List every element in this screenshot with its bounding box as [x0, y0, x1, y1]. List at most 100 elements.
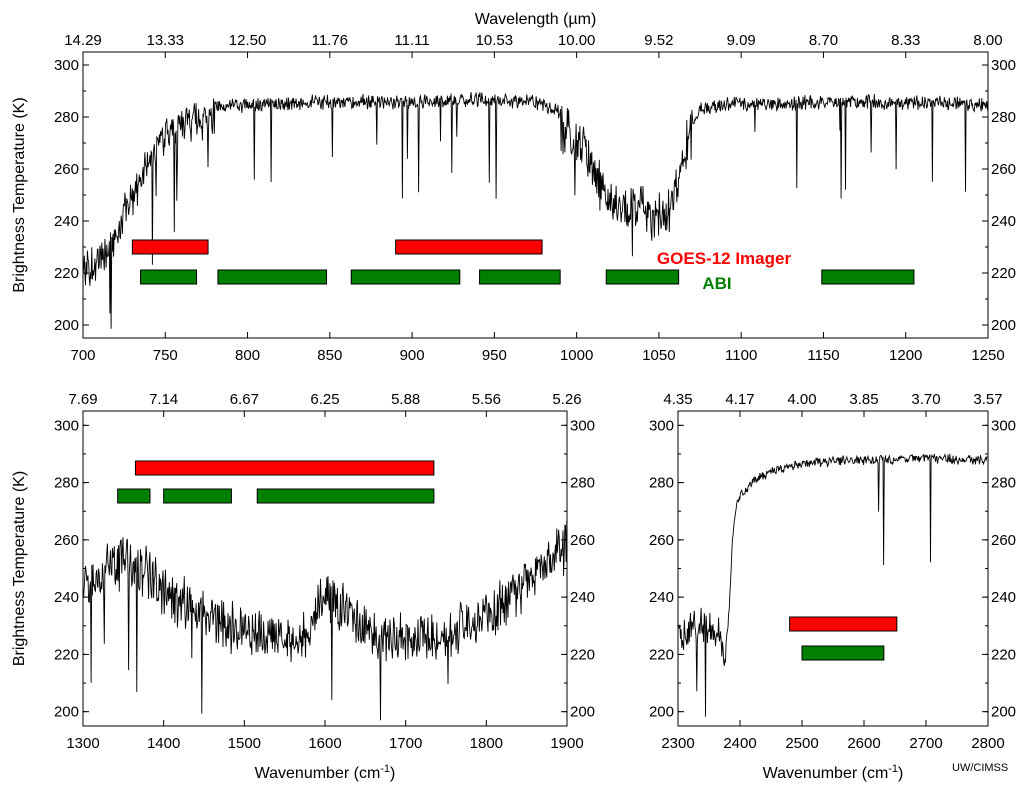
- y-tick-label: 260: [54, 532, 79, 549]
- x-tick-label: 2400: [723, 735, 756, 752]
- legend-abi-label: ABI: [702, 274, 731, 293]
- top-tick-label: 9.52: [644, 32, 673, 49]
- y-tick-label-right: 280: [991, 109, 1016, 126]
- top-tick-label: 3.85: [849, 391, 878, 408]
- x-tick-label: 2300: [661, 735, 694, 752]
- top-tick-label: 8.33: [891, 32, 920, 49]
- plot-frame: [82, 51, 989, 339]
- top-tick-label: 13.33: [146, 32, 184, 49]
- abi-band-bar: [605, 269, 680, 285]
- panel-bottom-left: 1300 1400 1500 1600 1700 1800 1900 7.69 7.14 6.67…: [11, 391, 595, 782]
- x-tick-label: 1900: [550, 735, 583, 752]
- x-tick-label: 900: [400, 347, 425, 364]
- top-tick-label: 7.69: [68, 391, 97, 408]
- y-tick-label: 280: [54, 475, 79, 492]
- panel-top: 700 750 800 850 900 950 1000 1050 1100 1150 1200 12…: [11, 11, 1016, 364]
- goes-band-bar: [134, 460, 435, 476]
- abi-band-bar: [801, 645, 885, 661]
- top-tick-label: 6.25: [310, 391, 339, 408]
- y-tick-label-right: 300: [991, 57, 1016, 74]
- y-tick-label-right: 220: [991, 265, 1016, 282]
- top-tick-label: 5.56: [472, 391, 501, 408]
- goes-band-bar: [395, 239, 543, 255]
- top-tick-label: 10.53: [476, 32, 514, 49]
- y-tick-label: 220: [54, 646, 79, 663]
- top-tick-label: 12.50: [229, 32, 267, 49]
- abi-band-bar: [140, 269, 198, 285]
- y-tick-label: 280: [649, 475, 674, 492]
- spectrum-line: [83, 92, 988, 329]
- top-tick-label: 9.09: [727, 32, 756, 49]
- y-tick-label: 240: [54, 213, 79, 230]
- y-tick-label: 220: [649, 646, 674, 663]
- abi-band-bar: [479, 269, 561, 285]
- y-tick-label-right: 280: [570, 475, 595, 492]
- x-tick-label: 700: [70, 347, 95, 364]
- legend-goes-label: GOES-12 Imager: [657, 249, 792, 268]
- x-tick-label: 850: [317, 347, 342, 364]
- x-tick-label: 1250: [971, 347, 1004, 364]
- top-tick-label: 3.57: [973, 391, 1002, 408]
- y-tick-label-right: 200: [570, 704, 595, 721]
- top-tick-label: 10.00: [558, 32, 596, 49]
- y-tick-label-right: 240: [991, 589, 1016, 606]
- top-tick-label: 11.76: [312, 32, 348, 49]
- top-tick-label: 8.00: [973, 32, 1002, 49]
- abi-band-bar: [217, 269, 328, 285]
- y-tick-label: 200: [54, 704, 79, 721]
- top-tick-label: 8.70: [809, 32, 838, 49]
- x-axis-label: Wavenumber (cm-1): [763, 763, 904, 782]
- x-tick-label: 1200: [889, 347, 922, 364]
- x-tick-label: 2700: [909, 735, 942, 752]
- y-tick-label-right: 260: [991, 161, 1016, 178]
- x-tick-label: 2800: [971, 735, 1004, 752]
- x-tick-label: 1050: [642, 347, 675, 364]
- goes-band-bar: [789, 616, 898, 632]
- x-tick-label: 950: [482, 347, 507, 364]
- abi-band-bar: [821, 269, 915, 285]
- spectrum-line: [83, 520, 567, 721]
- x-axis-label: Wavenumber (cm-1): [255, 763, 396, 782]
- y-tick-label: 200: [649, 704, 674, 721]
- y-tick-label-right: 220: [570, 646, 595, 663]
- x-tick-label: 2600: [847, 735, 880, 752]
- credit-label: UW/CIMSS: [952, 762, 1009, 774]
- y-tick-label-right: 220: [991, 646, 1016, 663]
- goes-band-bar: [131, 239, 209, 255]
- y-tick-label: 300: [54, 57, 79, 74]
- x-tick-label: 1150: [807, 347, 839, 364]
- y-tick-label: 300: [649, 417, 674, 434]
- x-tick-label: 1400: [147, 735, 180, 752]
- y-tick-label: 260: [54, 161, 79, 178]
- abi-band-bar: [163, 488, 232, 504]
- top-tick-label: 5.88: [391, 391, 420, 408]
- top-tick-label: 5.26: [552, 391, 581, 408]
- x-tick-label: 1300: [66, 735, 99, 752]
- x-tick-label: 1000: [560, 347, 593, 364]
- y-tick-label-right: 300: [570, 417, 595, 434]
- y-tick-label: 260: [649, 532, 674, 549]
- panel-bottom-right: 2300 2400 2500 2600 2700 2800 4.35 4.17 4.00 3.85…: [649, 391, 1016, 782]
- top-tick-label: 6.67: [230, 391, 259, 408]
- y-tick-label-right: 260: [570, 532, 595, 549]
- y-tick-label: 300: [54, 417, 79, 434]
- x-tick-label: 1700: [389, 735, 422, 752]
- y-tick-label-right: 240: [991, 213, 1016, 230]
- x-tick-label: 1800: [470, 735, 503, 752]
- abi-band-bar: [117, 488, 151, 504]
- y-tick-label-right: 200: [991, 704, 1016, 721]
- abi-band-bar: [256, 488, 435, 504]
- top-tick-label: 4.17: [725, 391, 754, 408]
- y-tick-label: 280: [54, 109, 79, 126]
- y-axis-label: Brightness Temperature (K): [11, 471, 28, 666]
- y-tick-label-right: 280: [991, 475, 1016, 492]
- top-tick-label: 3.70: [911, 391, 940, 408]
- x-tick-label: 1100: [725, 347, 757, 364]
- top-tick-label: 14.29: [64, 32, 102, 49]
- y-tick-label: 240: [54, 589, 79, 606]
- y-axis-label: Brightness Temperature (K): [11, 97, 28, 292]
- top-tick-label: 4.00: [787, 391, 816, 408]
- x-tick-label: 1600: [308, 735, 341, 752]
